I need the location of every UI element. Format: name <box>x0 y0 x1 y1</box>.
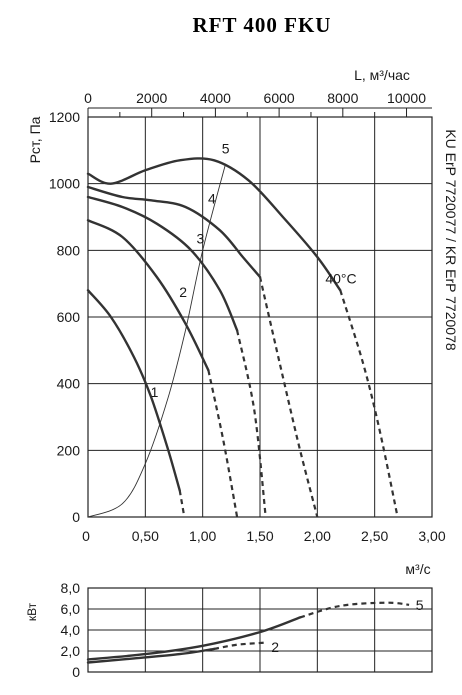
power-chart-ticks: 0 2,0 4,0 6,0 8,0 <box>61 580 81 680</box>
power-y-tick-label: 2,0 <box>61 643 81 659</box>
x2-tick-label: 2000 <box>136 90 167 106</box>
power-y-tick-label: 8,0 <box>61 580 81 596</box>
temperature-annotation: 40°C <box>325 271 356 287</box>
fan-curve-2-solid <box>86 219 210 372</box>
curve-label-4: 4 <box>208 191 216 207</box>
curve-label-1: 1 <box>151 384 159 400</box>
main-chart-curve-labels: 1 2 3 4 5 <box>151 141 230 400</box>
x-tick-label: 0,50 <box>132 528 159 544</box>
fan-curve-3-solid <box>86 195 239 332</box>
x2-tick-label: 6000 <box>264 90 295 106</box>
flow-unit-label: м³/с <box>405 561 430 577</box>
power-curve-2-dashed <box>213 641 266 650</box>
top-axis-unit: L, м³/час <box>354 67 410 83</box>
power-curve-label-5: 5 <box>416 597 424 613</box>
power-y-tick-label: 6,0 <box>61 601 81 617</box>
x2-tick-label: 8000 <box>327 90 358 106</box>
power-chart-curve-labels: 52 <box>271 597 423 655</box>
fan-curve-2-dashed <box>207 370 239 518</box>
y-tick-label: 600 <box>57 309 81 325</box>
y-tick-label: 800 <box>57 242 81 258</box>
fan-curve-4-solid <box>86 185 262 279</box>
power-curve-2-solid <box>86 647 216 664</box>
power-curve-5-dashed <box>299 601 410 619</box>
fan-curve-1-dashed <box>178 490 186 518</box>
y-tick-label: 1200 <box>49 109 80 125</box>
x2-tick-label: 10000 <box>387 90 426 106</box>
y-tick-label: 0 <box>72 509 80 525</box>
chart-title: RFT 400 FKU <box>193 13 332 37</box>
power-curve-label-2: 2 <box>271 639 279 655</box>
main-chart-curves <box>86 157 399 518</box>
fan-curve-5-dashed <box>339 289 399 518</box>
curve-label-2: 2 <box>179 284 187 300</box>
curve-label-5: 5 <box>222 141 230 157</box>
fan-curve-4-dashed <box>258 276 319 518</box>
main-chart-grid <box>87 116 433 518</box>
x-tick-label: 0 <box>82 528 90 544</box>
fan-curve-5-solid <box>86 157 342 292</box>
power-axis-unit: кВт <box>25 602 39 621</box>
power-curve-5-solid <box>86 616 302 661</box>
left-axis-unit: Рст, Па <box>27 116 43 163</box>
curve-label-3: 3 <box>196 231 204 247</box>
y-tick-label: 200 <box>57 442 81 458</box>
x2-tick-label: 4000 <box>200 90 231 106</box>
x-tick-label: 2,50 <box>361 528 388 544</box>
side-model-label: KU ErP 7720077 / KR ErP 7720078 <box>443 129 459 351</box>
x2-tick-label: 0 <box>84 90 92 106</box>
power-y-tick-label: 0 <box>72 664 80 680</box>
x-tick-label: 1,50 <box>246 528 273 544</box>
fan-curve-1-solid <box>86 289 181 492</box>
y-tick-label: 1000 <box>49 176 80 192</box>
y-tick-label: 400 <box>57 376 81 392</box>
x-tick-label: 3,00 <box>418 528 445 544</box>
power-y-tick-label: 4,0 <box>61 622 81 638</box>
x-tick-label: 1,00 <box>189 528 216 544</box>
main-chart-ticks: 0 0,50 1,00 1,50 2,00 2,50 3,00020040060080010… <box>49 90 446 544</box>
power-chart-curves <box>86 601 410 664</box>
fan-curve-3-dashed <box>236 330 267 518</box>
x-tick-label: 2,00 <box>304 528 331 544</box>
system-resistance-curve <box>87 163 227 518</box>
power-chart-grid <box>87 587 433 673</box>
